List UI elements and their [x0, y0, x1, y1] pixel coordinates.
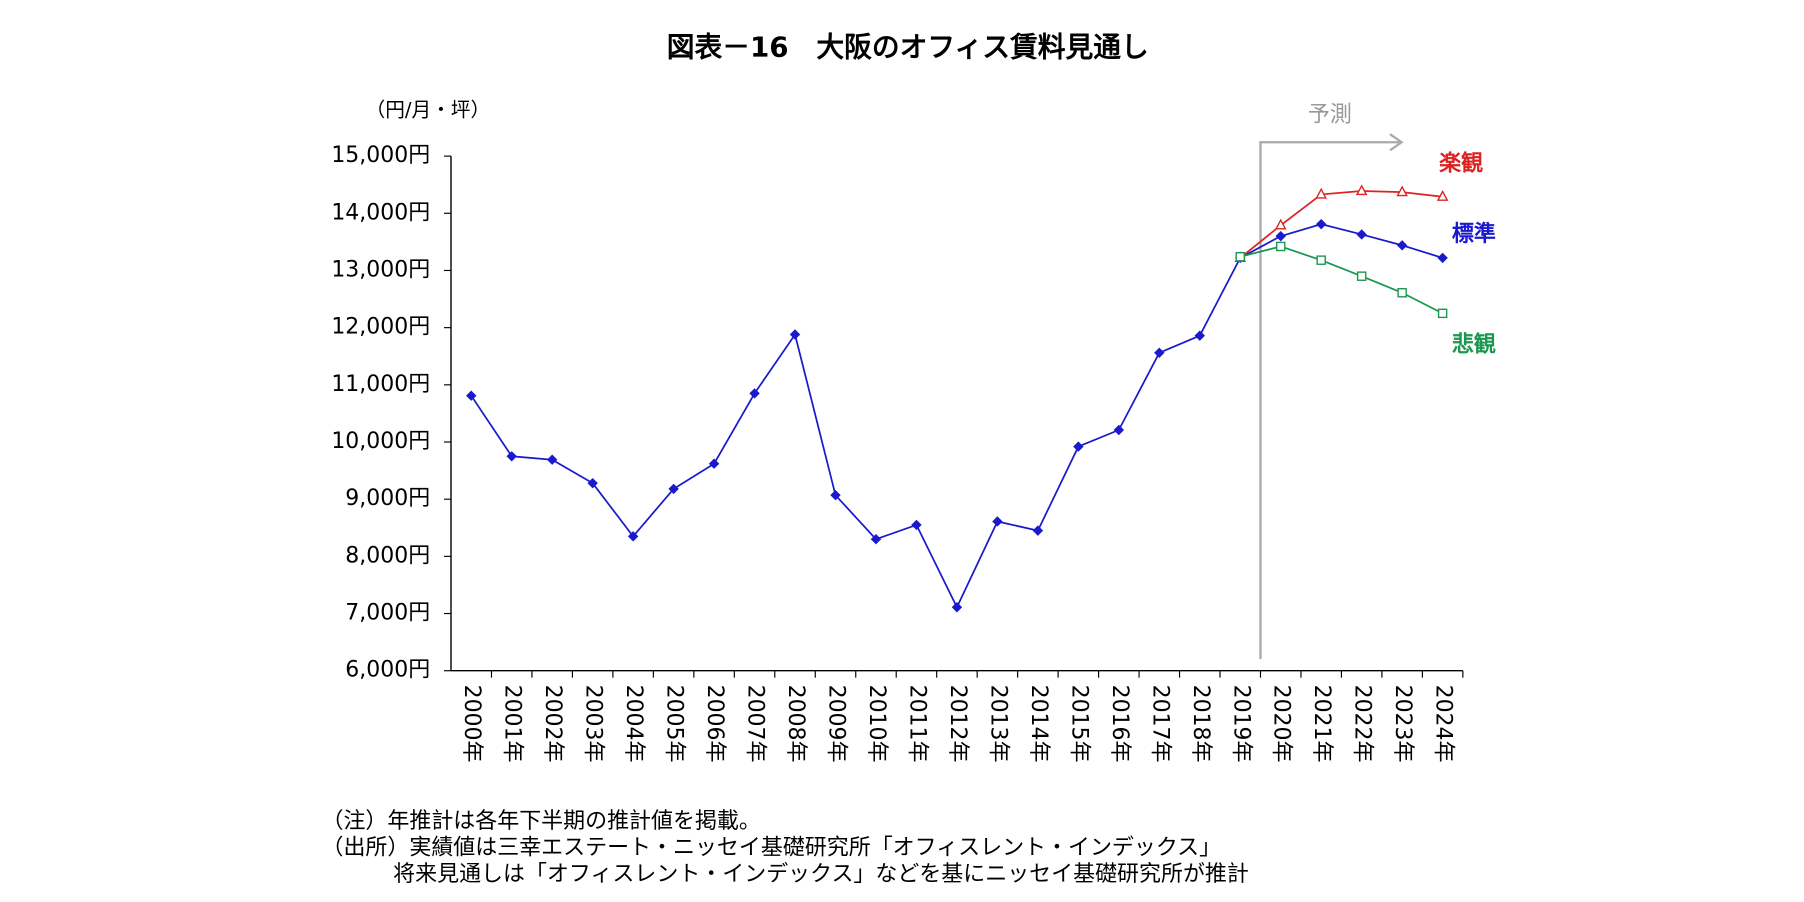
- y-tick-label: 15,000円: [331, 143, 430, 168]
- x-tick-label: 2011年: [904, 685, 929, 763]
- marker: [1397, 288, 1407, 298]
- y-tick-label: 8,000円: [345, 543, 430, 568]
- marker: [1032, 525, 1044, 536]
- marker: [587, 477, 598, 489]
- series-label: 標準: [1452, 221, 1496, 247]
- marker: [789, 329, 801, 340]
- y-tick-label: 7,000円: [345, 601, 430, 626]
- x-tick-label: 2014年: [1026, 685, 1051, 763]
- note: （注）年推計は各年下半期の推計値を掲載。: [321, 809, 760, 834]
- x-tick-label: 2018年: [1188, 685, 1213, 763]
- marker: [1356, 271, 1367, 281]
- marker: [1396, 240, 1408, 251]
- marker: [1355, 184, 1368, 196]
- x-tick-label: 2007年: [743, 685, 768, 763]
- marker: [992, 516, 1003, 527]
- marker: [1274, 218, 1287, 230]
- forecast-arrowhead: [1389, 133, 1404, 152]
- series-line: [1239, 190, 1443, 259]
- marker: [1315, 218, 1327, 230]
- marker: [1235, 252, 1245, 262]
- marker: [1154, 347, 1165, 359]
- x-tick-label: 2022年: [1350, 685, 1375, 763]
- x-tick-label: 2017年: [1147, 685, 1172, 763]
- marker: [1113, 424, 1125, 436]
- y-tick-label: 13,000円: [331, 257, 430, 282]
- chart-title: 図表－16 大阪のオフィス賃料見通し: [667, 31, 1149, 64]
- forecast-label: 予測: [1308, 103, 1352, 128]
- x-tick-label: 2000年: [459, 685, 484, 763]
- x-tick-label: 2005年: [662, 685, 687, 763]
- marker: [1437, 308, 1448, 319]
- y-unit: （円/月・坪）: [366, 99, 490, 122]
- marker: [1194, 330, 1205, 341]
- x-tick-label: 2013年: [985, 685, 1010, 763]
- marker: [1275, 230, 1286, 242]
- series-label: 楽観: [1439, 150, 1483, 176]
- marker: [708, 458, 720, 469]
- x-tick-label: 2024年: [1431, 685, 1456, 763]
- series-line: [1240, 245, 1444, 315]
- x-tick-label: 2019年: [1228, 685, 1253, 763]
- marker: [1073, 441, 1084, 452]
- marker: [1316, 255, 1326, 265]
- y-tick-label: 11,000円: [331, 372, 430, 397]
- marker: [1437, 252, 1448, 264]
- y-tick-label: 10,000円: [331, 429, 430, 454]
- series-label: 悲観: [1452, 332, 1496, 358]
- marker: [506, 451, 517, 462]
- marker: [546, 454, 558, 465]
- marker: [668, 483, 679, 495]
- y-tick-label: 9,000円: [345, 486, 430, 511]
- marker: [466, 390, 477, 401]
- x-tick-label: 2003年: [581, 685, 606, 763]
- marker: [1356, 229, 1367, 240]
- marker: [1315, 187, 1327, 199]
- marker: [749, 388, 760, 399]
- marker: [951, 602, 963, 613]
- x-tick-label: 2004年: [621, 685, 646, 763]
- note: （出所）実績値は三幸エステート・ニッセイ基礎研究所「オフィスレント・インデックス…: [321, 836, 1221, 861]
- marker: [1436, 190, 1449, 201]
- x-tick-label: 2008年: [783, 685, 808, 763]
- note: 将来見通しは「オフィスレント・インデックス」などを基にニッセイ基礎研究所が推計: [393, 862, 1249, 887]
- x-tick-label: 2006年: [702, 685, 727, 763]
- x-tick-label: 2023年: [1390, 685, 1415, 763]
- marker: [870, 534, 882, 545]
- x-tick-label: 2002年: [540, 685, 565, 763]
- x-tick-label: 2015年: [1066, 685, 1091, 763]
- x-tick-label: 2012年: [945, 685, 970, 763]
- marker: [1396, 185, 1408, 197]
- y-tick-label: 14,000円: [331, 200, 430, 225]
- marker: [1275, 241, 1286, 252]
- x-tick-label: 2016年: [1107, 685, 1132, 763]
- x-tick-label: 2009年: [824, 685, 849, 763]
- marker: [627, 531, 639, 542]
- marker: [830, 489, 841, 501]
- marker: [911, 519, 922, 531]
- x-tick-label: 2001年: [500, 685, 525, 763]
- y-tick-label: 12,000円: [331, 315, 430, 340]
- x-tick-label: 2021年: [1309, 685, 1334, 763]
- x-tick-label: 2010年: [864, 685, 889, 763]
- x-tick-label: 2020年: [1269, 685, 1294, 763]
- y-tick-label: 6,000円: [345, 658, 430, 683]
